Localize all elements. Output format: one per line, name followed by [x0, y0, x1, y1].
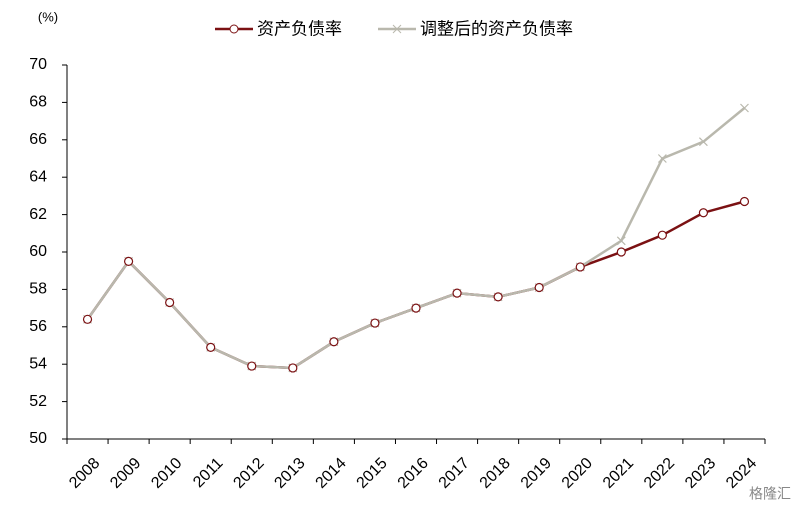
y-tick-label: 58 — [29, 281, 47, 298]
series-line — [86, 107, 746, 370]
x-tick-label: 2022 — [641, 455, 678, 492]
data-point — [206, 342, 216, 352]
legend-label: 资产负债率 — [257, 19, 342, 38]
x-tick-label: 2009 — [107, 455, 144, 492]
x-tick-label: 2012 — [230, 455, 267, 492]
data-point — [534, 282, 544, 293]
series-line — [86, 200, 745, 370]
legend-label: 调整后的资产负债率 — [420, 19, 573, 38]
x-tick-label: 2017 — [436, 455, 473, 492]
data-point — [698, 208, 709, 218]
x-tick-label: 2021 — [600, 455, 637, 492]
y-tick-label: 66 — [29, 131, 47, 148]
y-tick-label: 52 — [29, 393, 47, 410]
unit-label: (%) — [38, 9, 58, 24]
data-point — [411, 303, 421, 313]
watermark: 格隆汇 — [749, 486, 791, 502]
y-tick-label: 62 — [29, 206, 47, 223]
y-tick-label: 50 — [29, 430, 47, 447]
data-point — [165, 297, 175, 308]
x-tick-label: 2019 — [518, 455, 555, 492]
data-point — [657, 230, 667, 240]
y-tick-label: 68 — [29, 94, 47, 111]
legend-item: 资产负债率 — [215, 19, 342, 38]
data-point — [616, 247, 626, 257]
legend-item: 调整后的资产负债率 — [378, 19, 573, 38]
x-tick-label: 2013 — [271, 455, 308, 492]
x-tick-label: 2015 — [354, 455, 391, 492]
x-tick-label: 2011 — [190, 455, 226, 491]
data-point — [82, 314, 93, 324]
data-point — [247, 361, 257, 371]
data-point — [452, 288, 462, 298]
data-point — [698, 137, 708, 147]
x-tick-label: 2018 — [477, 455, 514, 492]
data-point — [370, 318, 380, 328]
data-point — [739, 196, 750, 207]
data-point — [288, 363, 298, 373]
data-point — [123, 256, 134, 266]
legend-marker — [392, 24, 402, 34]
x-tick-label: 2008 — [66, 455, 103, 492]
data-point — [657, 154, 667, 163]
x-tick-label: 2016 — [395, 455, 432, 492]
y-tick-label: 54 — [29, 355, 47, 372]
data-point — [616, 236, 626, 246]
data-point — [329, 337, 339, 347]
x-tick-label: 2023 — [682, 455, 719, 492]
y-tick-label: 64 — [29, 168, 47, 185]
data-point — [740, 103, 749, 113]
x-tick-label: 2014 — [313, 455, 350, 492]
y-tick-label: 60 — [29, 243, 47, 260]
legend-marker — [229, 24, 239, 34]
data-point — [493, 292, 503, 302]
data-point — [575, 262, 585, 272]
y-tick-label: 56 — [29, 318, 47, 335]
x-tick-label: 2010 — [148, 455, 185, 492]
x-tick-label: 2020 — [559, 455, 596, 492]
y-tick-label: 70 — [29, 56, 47, 73]
